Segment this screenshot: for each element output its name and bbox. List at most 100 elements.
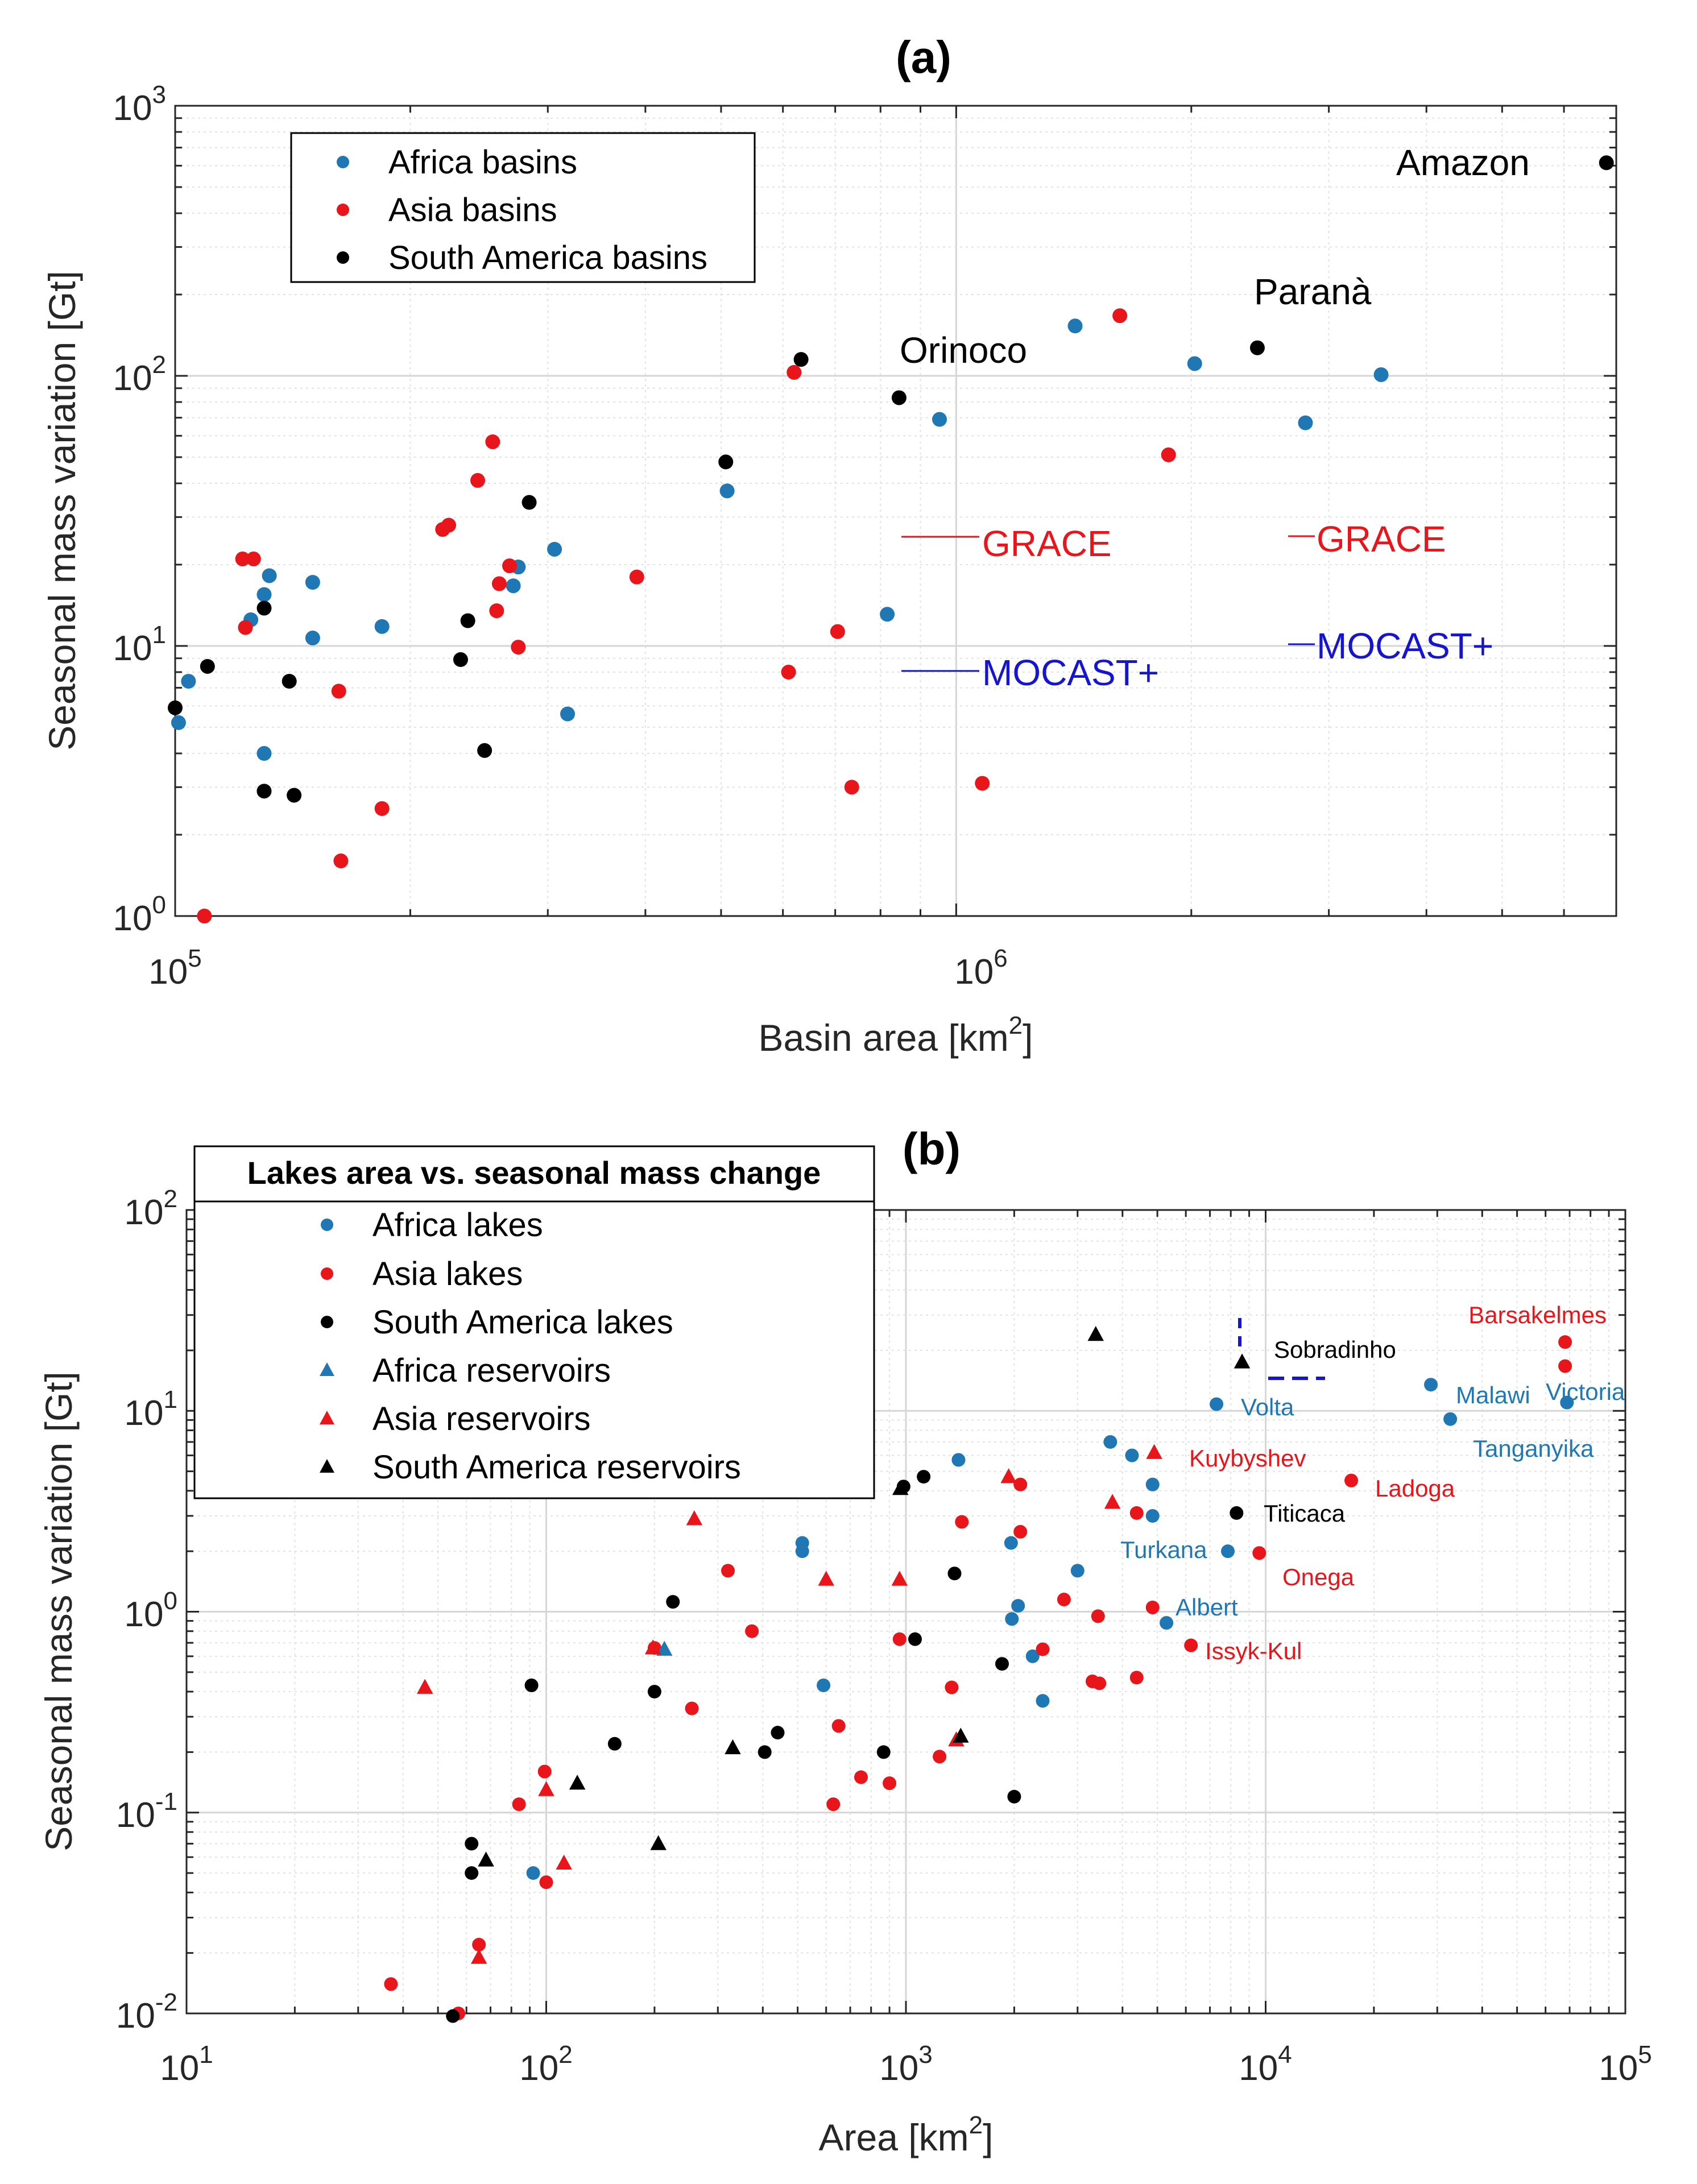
south-america-lakes-point (647, 1685, 661, 1699)
a-ytick-label: 103 (113, 81, 166, 128)
africa-basins-point (1187, 356, 1202, 371)
south-america-basins-point (460, 613, 475, 628)
asia-lakes-point (1013, 1477, 1028, 1491)
label-onega: Onega (1282, 1564, 1355, 1590)
asia-reservoirs-point (686, 1510, 703, 1526)
legend-entry: Africa lakes (372, 1207, 543, 1244)
label-victoria: Victoria (1546, 1378, 1625, 1405)
asia-basins-point (331, 683, 346, 699)
asia-lakes-point (955, 1515, 969, 1529)
africa-lakes-point (1005, 1612, 1019, 1626)
legend-marker (321, 1267, 333, 1280)
africa-lakes-point (1011, 1599, 1025, 1613)
legend-entry: Asia lakes (372, 1255, 523, 1292)
asia-basins-point (1112, 308, 1128, 324)
asia-lakes-point (1092, 1676, 1107, 1690)
africa-reservoirs-point (656, 1640, 673, 1656)
asia-lakes-point (1344, 1473, 1359, 1487)
asia-reservoirs-point (818, 1570, 834, 1586)
a-ytick-label: 100 (113, 891, 166, 938)
legend-marker (337, 204, 349, 216)
asia-basins-point (511, 640, 526, 655)
asia-lakes-point (1013, 1524, 1028, 1539)
asia-lakes-point (685, 1701, 699, 1715)
africa-basins-point (560, 706, 576, 722)
africa-lakes-point (1560, 1395, 1574, 1410)
panel-b-legend: Lakes area vs. seasonal mass change Afri… (193, 1145, 875, 1499)
africa-lakes-point (1145, 1477, 1160, 1491)
b-xtick-label: 105 (1599, 2041, 1652, 2088)
asia-lakes-point (883, 1776, 897, 1791)
south-america-reservoirs-point (478, 1851, 494, 1867)
south-america-lakes-point (607, 1737, 622, 1751)
asia-reservoirs-point (1146, 1444, 1162, 1459)
asia-basins-point (787, 364, 802, 380)
south-america-lakes-point (465, 1866, 479, 1880)
africa-basins-point (305, 575, 320, 590)
asia-basins-point (470, 473, 486, 488)
asia-reservoirs-point (1104, 1494, 1121, 1509)
asia-lakes-point (1129, 1671, 1144, 1685)
africa-basins-point (374, 619, 390, 634)
asia-lakes-point (472, 1938, 486, 1952)
legend-marker (321, 1316, 333, 1328)
b-ytick-label: 101 (125, 1386, 177, 1433)
legend-entry: Africa reservoirs (372, 1352, 611, 1389)
mocast-key-label: MOCAST+ (982, 652, 1159, 693)
panel-a-legend: Africa basins Asia basins South America … (290, 132, 756, 283)
south-america-lakes-point (758, 1745, 772, 1759)
asia-basins-point (975, 776, 990, 791)
panel-b-ticks (185, 1209, 1626, 2015)
asia-lakes-point (1145, 1601, 1160, 1615)
grace-key-label: GRACE (1317, 519, 1446, 560)
label-titicaca: Titicaca (1264, 1500, 1346, 1527)
b-ytick-label: 10-2 (116, 1988, 177, 2036)
legend-entry: Asia reservoirs (372, 1400, 591, 1437)
africa-lakes-point (526, 1866, 540, 1880)
b-xtick-label: 104 (1239, 2041, 1292, 2088)
africa-basins-point (256, 587, 272, 602)
africa-lakes-point (1036, 1694, 1050, 1708)
panel-b-title: (b) (903, 1124, 961, 1174)
label-malawi: Malawi (1456, 1382, 1530, 1408)
africa-basins-point (1067, 318, 1083, 334)
asia-basins-point (830, 624, 845, 639)
africa-lakes-point (795, 1544, 809, 1559)
asia-lakes-point (1057, 1593, 1071, 1607)
asia-lakes-point (1091, 1609, 1105, 1623)
asia-lakes-point (1036, 1642, 1050, 1656)
label-turkana: Turkana (1120, 1536, 1207, 1563)
south-america-lakes-point (1230, 1506, 1244, 1520)
legend-marker (337, 156, 349, 168)
africa-lakes-point (1424, 1378, 1438, 1392)
asia-lakes-point (1252, 1546, 1266, 1560)
africa-basins-point (256, 746, 272, 761)
asia-lakes-point (745, 1624, 759, 1638)
panel-a-xlabel: Basin area [km2] (758, 1012, 1033, 1059)
africa-lakes-point (1160, 1616, 1174, 1630)
legend-marker (321, 1219, 333, 1231)
legend-marker (320, 1459, 334, 1473)
asia-reservoirs-point (644, 1639, 661, 1655)
africa-basins-point (719, 483, 735, 499)
asia-lakes-point (1558, 1359, 1572, 1373)
b-ytick-label: 10-1 (116, 1788, 177, 1835)
south-america-lakes-point (771, 1726, 785, 1740)
asia-lakes-point (537, 1764, 552, 1779)
asia-lakes-point (1129, 1506, 1144, 1520)
panel-b-points (384, 1325, 1574, 2023)
asia-reservoirs-point (1000, 1468, 1017, 1483)
south-america-reservoirs-point (1087, 1325, 1104, 1341)
africa-basins-point (171, 715, 186, 730)
asia-lakes-point (933, 1750, 947, 1764)
b-xtick-label: 102 (519, 2041, 572, 2088)
asia-basins-point (629, 569, 644, 585)
asia-lakes-point (1558, 1335, 1572, 1349)
b-xtick-label: 101 (160, 2041, 213, 2088)
label-issyk-kul: Issyk-Kul (1205, 1638, 1302, 1664)
asia-reservoirs-point (416, 1679, 433, 1694)
asia-lakes-point (854, 1770, 868, 1784)
south-america-basins-point (891, 390, 907, 405)
south-america-lakes-point (995, 1657, 1009, 1671)
